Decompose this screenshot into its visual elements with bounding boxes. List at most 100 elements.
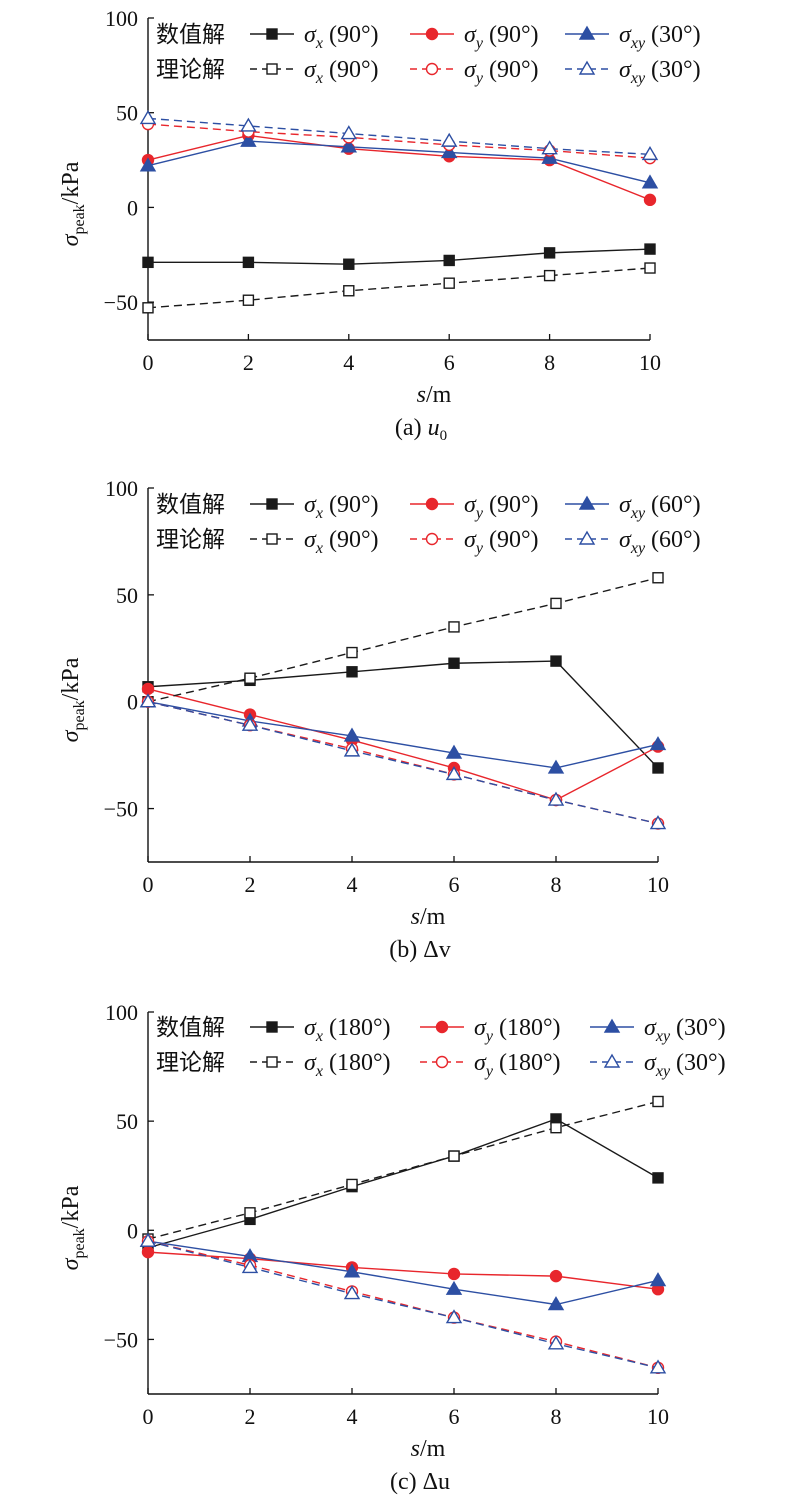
y-tick-label: −50 — [104, 290, 138, 315]
x-tick-label: 4 — [347, 1404, 358, 1429]
y-tick-label: 50 — [116, 101, 138, 126]
series-y-theory — [141, 117, 657, 165]
legend-entry-label: σx (90°) — [304, 57, 379, 87]
data-point-square — [448, 657, 460, 669]
y-tick-label: 100 — [105, 1000, 138, 1025]
data-point-square — [142, 256, 154, 269]
series-xy-theory — [139, 693, 667, 830]
legend-group-label: 数值解 — [156, 492, 225, 518]
chart-panel-0: 100 50 0 −50 0 2 4 6 8 10 s/m (a) u0 σpeak/kPa 数值解理论解… — [58, 6, 701, 444]
legend-entry-label: σxy (30°) — [619, 57, 701, 87]
x-tick-label: 6 — [449, 872, 460, 897]
data-point-square — [652, 572, 664, 584]
data-point-triangle — [445, 765, 463, 781]
data-point-square — [343, 258, 355, 270]
y-tick-label: 50 — [116, 583, 138, 608]
series-line — [147, 701, 659, 769]
series-line — [147, 1100, 659, 1240]
data-point-circle — [141, 1245, 155, 1259]
y-tick-label: 100 — [105, 6, 138, 31]
series-line — [147, 1240, 659, 1369]
series-line — [147, 134, 651, 201]
data-point-square — [242, 294, 255, 306]
series-x-theory — [142, 1095, 664, 1245]
legend-entry-label: σxy (30°) — [644, 1050, 726, 1080]
legend-marker — [425, 62, 439, 76]
y-tick-label: 100 — [105, 476, 138, 501]
legend-marker — [266, 498, 278, 510]
series-y-numerical — [141, 1245, 665, 1296]
legend-marker — [435, 1055, 449, 1069]
legend-marker — [266, 1021, 278, 1033]
data-point-triangle — [343, 742, 361, 757]
series-line — [147, 688, 659, 801]
series-line — [147, 1118, 659, 1249]
series-xy-theory — [139, 1232, 667, 1374]
x-tick-label: 8 — [544, 350, 555, 375]
data-point-square — [244, 672, 256, 684]
legend-marker — [425, 497, 439, 511]
x-tick-label: 6 — [449, 1404, 460, 1429]
legend-marker — [578, 495, 596, 510]
data-point-square — [644, 262, 656, 274]
data-point-triangle — [445, 1280, 463, 1295]
data-point-circle — [447, 1267, 461, 1281]
x-axis-title: s/m — [411, 904, 446, 930]
y-tick-label: 0 — [127, 1218, 138, 1243]
legend-entry-label: σy (90°) — [464, 492, 539, 522]
x-tick-label: 10 — [639, 350, 661, 375]
legend-marker — [266, 533, 278, 545]
data-point-square — [242, 256, 255, 269]
data-point-triangle — [139, 157, 157, 172]
series-line — [147, 117, 651, 156]
data-point-triangle — [547, 1296, 565, 1311]
x-tick-label: 4 — [343, 350, 354, 375]
x-tick-label: 10 — [647, 1404, 669, 1429]
x-tick-label: 2 — [243, 350, 254, 375]
x-tick-label: 0 — [143, 350, 154, 375]
y-tick-label: 0 — [127, 690, 138, 715]
data-point-triangle — [649, 815, 667, 830]
legend-marker — [603, 1053, 621, 1068]
series-line — [147, 701, 659, 825]
series-x-numerical — [142, 243, 656, 270]
data-point-triangle — [541, 149, 558, 164]
x-tick-label: 6 — [444, 350, 455, 375]
panel-caption: (a) u0 — [395, 415, 447, 444]
series-line — [147, 701, 659, 825]
series-line — [147, 140, 651, 184]
data-point-square — [448, 621, 460, 633]
series-x-theory — [142, 572, 664, 708]
y-tick-label: −50 — [104, 797, 138, 822]
legend-marker — [425, 532, 439, 546]
legend-marker — [425, 27, 439, 41]
data-point-triangle — [547, 1335, 565, 1350]
data-point-circle — [141, 682, 155, 696]
data-point-square — [543, 269, 556, 282]
data-point-circle — [549, 1269, 563, 1283]
legend-entry-label: σy (180°) — [474, 1050, 561, 1080]
legend-group-label: 数值解 — [156, 22, 225, 48]
data-point-square — [343, 285, 355, 297]
data-point-triangle — [240, 117, 257, 132]
data-point-square — [346, 646, 358, 659]
legend-entry-label: σx (90°) — [304, 22, 379, 52]
data-point-triangle — [445, 744, 463, 759]
legend-marker — [266, 63, 278, 75]
data-point-triangle — [139, 1232, 157, 1247]
data-point-square — [652, 1172, 664, 1184]
legend-entry-label: σy (180°) — [474, 1015, 561, 1045]
legend-entry-label: σy (90°) — [464, 22, 539, 52]
data-point-triangle — [649, 1272, 667, 1287]
y-tick-label: −50 — [104, 1327, 138, 1352]
x-axis-title: s/m — [411, 1436, 446, 1462]
y-tick-label: 50 — [116, 1109, 138, 1134]
panel-caption: (c) Δu — [390, 1469, 450, 1495]
y-tick-label: 0 — [127, 195, 138, 220]
data-point-square — [443, 254, 455, 267]
legend-entry-label: σx (180°) — [304, 1050, 391, 1080]
chart-panel-2: 100 50 0 −50 0 2 4 6 8 10 s/m (c) Δu σpeak/kPa 数值解理论解… — [58, 1000, 726, 1495]
data-point-triangle — [541, 140, 558, 155]
